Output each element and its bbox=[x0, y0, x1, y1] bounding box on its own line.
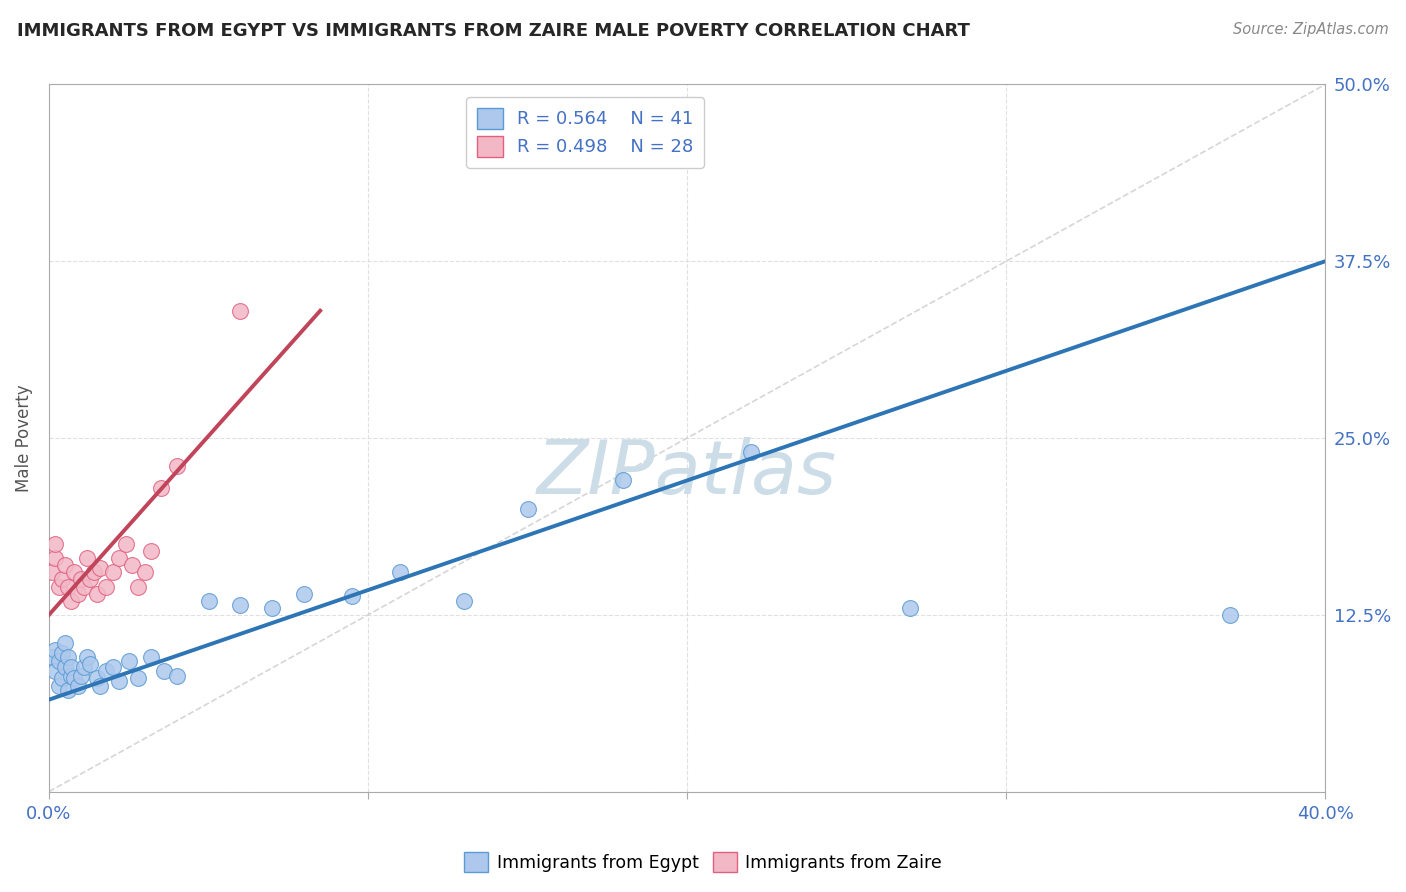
Point bbox=[70, 573, 93, 587]
Text: Source: ZipAtlas.com: Source: ZipAtlas.com bbox=[1233, 22, 1389, 37]
Point bbox=[51, 672, 73, 686]
Point bbox=[229, 598, 252, 612]
Legend: Immigrants from Egypt, Immigrants from Zaire: Immigrants from Egypt, Immigrants from Z… bbox=[457, 845, 949, 879]
Point bbox=[108, 674, 131, 689]
Point bbox=[56, 682, 79, 697]
Point bbox=[73, 660, 96, 674]
Point bbox=[153, 665, 176, 679]
Point bbox=[66, 679, 89, 693]
Point bbox=[79, 657, 101, 672]
Point bbox=[63, 672, 86, 686]
Point bbox=[86, 672, 108, 686]
Point bbox=[48, 580, 70, 594]
Point bbox=[166, 668, 188, 682]
Point bbox=[900, 600, 922, 615]
Point bbox=[79, 573, 101, 587]
Point bbox=[48, 655, 70, 669]
Point bbox=[118, 655, 141, 669]
Y-axis label: Male Poverty: Male Poverty bbox=[15, 384, 32, 491]
Legend: R = 0.564    N = 41, R = 0.498    N = 28: R = 0.564 N = 41, R = 0.498 N = 28 bbox=[467, 97, 704, 168]
Text: IMMIGRANTS FROM EGYPT VS IMMIGRANTS FROM ZAIRE MALE POVERTY CORRELATION CHART: IMMIGRANTS FROM EGYPT VS IMMIGRANTS FROM… bbox=[17, 22, 970, 40]
Point bbox=[73, 580, 96, 594]
Point bbox=[340, 590, 363, 604]
Point bbox=[44, 665, 66, 679]
Point bbox=[1219, 607, 1241, 622]
Point bbox=[101, 660, 124, 674]
Point bbox=[63, 566, 86, 580]
Point bbox=[86, 586, 108, 600]
Point bbox=[76, 650, 98, 665]
Point bbox=[41, 650, 63, 665]
Text: ZIPatlas: ZIPatlas bbox=[537, 437, 837, 509]
Point bbox=[56, 580, 79, 594]
Point bbox=[101, 566, 124, 580]
Point bbox=[262, 600, 284, 615]
Point bbox=[149, 481, 172, 495]
Point bbox=[76, 551, 98, 566]
Point bbox=[516, 501, 538, 516]
Point bbox=[388, 566, 411, 580]
Point bbox=[53, 660, 76, 674]
Point bbox=[134, 566, 156, 580]
Point bbox=[66, 586, 89, 600]
Point bbox=[89, 561, 111, 575]
Point bbox=[292, 586, 315, 600]
Point bbox=[56, 650, 79, 665]
Point bbox=[51, 646, 73, 660]
Point bbox=[53, 558, 76, 573]
Point bbox=[127, 580, 149, 594]
Point bbox=[197, 593, 219, 607]
Point bbox=[44, 551, 66, 566]
Point bbox=[127, 672, 149, 686]
Point bbox=[48, 679, 70, 693]
Point bbox=[44, 643, 66, 657]
Point bbox=[53, 636, 76, 650]
Point bbox=[229, 303, 252, 318]
Point bbox=[166, 459, 188, 474]
Point bbox=[121, 558, 143, 573]
Point bbox=[41, 566, 63, 580]
Point bbox=[96, 580, 118, 594]
Point bbox=[139, 650, 162, 665]
Point bbox=[83, 566, 105, 580]
Point bbox=[89, 679, 111, 693]
Point bbox=[108, 551, 131, 566]
Point bbox=[453, 593, 475, 607]
Point bbox=[51, 573, 73, 587]
Point bbox=[70, 668, 93, 682]
Point bbox=[139, 544, 162, 558]
Point bbox=[114, 537, 136, 551]
Point bbox=[44, 537, 66, 551]
Point bbox=[60, 660, 83, 674]
Point bbox=[60, 668, 83, 682]
Point bbox=[612, 474, 634, 488]
Point bbox=[96, 665, 118, 679]
Point bbox=[60, 593, 83, 607]
Point bbox=[740, 445, 762, 459]
